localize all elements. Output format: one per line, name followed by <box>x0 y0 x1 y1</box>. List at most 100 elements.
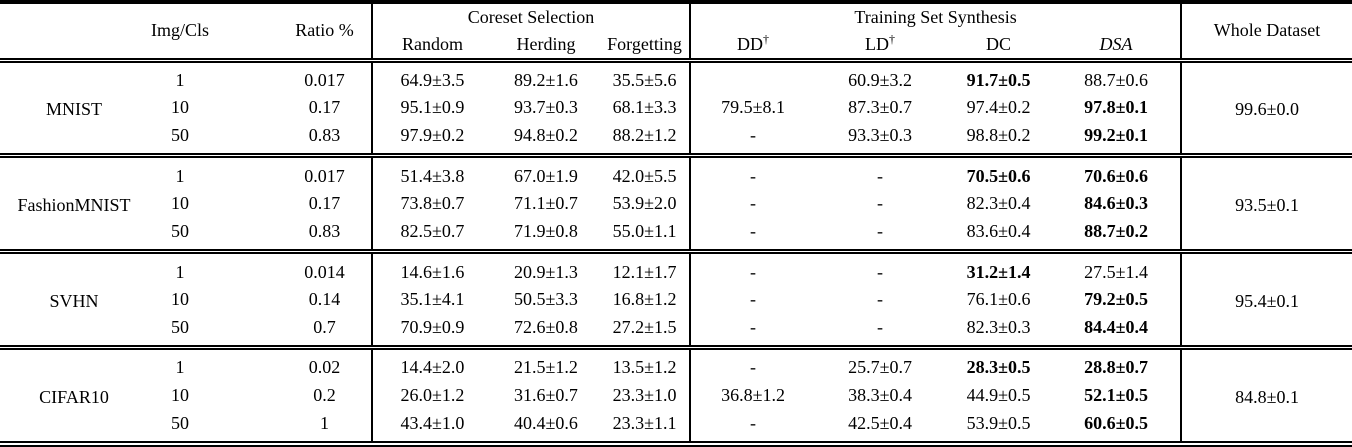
dataset-group: SVHN 1 0.014 14.6±1.6 20.9±1.3 12.1±1.7- -31.2… <box>0 251 1352 348</box>
dc-score: 82.3±0.4 <box>966 193 1031 214</box>
dsa-score: 52.1±0.5 <box>1084 385 1148 406</box>
img-per-class-value: 50 <box>171 125 189 146</box>
dc-score: 76.1±0.6 <box>966 289 1031 310</box>
herding-score: 40.4±0.6 <box>514 412 578 433</box>
dc-score: 53.9±0.5 <box>966 412 1031 433</box>
herding-score: 93.7±0.3 <box>514 97 578 118</box>
ld-score: - <box>877 165 884 186</box>
ratio-percent-value: 0.017 <box>304 69 345 90</box>
dd-score: - <box>689 155 816 191</box>
training-set-synthesis-group-header: Training Set Synthesis <box>689 2 1182 31</box>
ld-score: - <box>877 220 884 241</box>
dc-score: 44.9±0.5 <box>966 385 1031 406</box>
img-per-class-value: 50 <box>171 412 189 433</box>
random-score: 95.1±0.9 <box>371 94 492 122</box>
table-row: MNIST 1 0.017 64.9±3.5 89.2±1.6 35.5±5.6 60.9±… <box>0 60 1352 156</box>
forgetting-column-header: Forgetting <box>607 33 682 54</box>
dsa-score: 27.5±1.4 <box>1084 261 1148 282</box>
forgetting-score: 68.1±3.3 <box>612 97 677 118</box>
dsa-score: 88.7±0.2 <box>1084 220 1148 241</box>
dc-score: 97.4±0.2 <box>966 97 1031 118</box>
random-score: 73.8±0.7 <box>371 190 492 218</box>
herding-score: 20.9±1.3 <box>514 261 578 282</box>
random-score: 97.9±0.2 <box>371 121 492 156</box>
forgetting-score: 42.0±5.5 <box>612 165 677 186</box>
herding-score: 94.8±0.2 <box>514 125 578 146</box>
ratio-percent-value: 0.83 <box>308 220 341 241</box>
herding-column-header: Herding <box>516 33 576 54</box>
dsa-score: 79.2±0.5 <box>1084 289 1148 310</box>
ratio-percent-value: 0.2 <box>313 385 336 406</box>
dd-score: - <box>689 121 816 156</box>
table-row: 50 0.83 97.9±0.2 94.8±0.2 88.2±1.2- 93.3±0.3 9… <box>0 121 1352 156</box>
herding-score: 71.9±0.8 <box>514 220 578 241</box>
dd-score <box>689 60 816 95</box>
table-row: 50 1 43.4±1.0 40.4±0.6 23.3±1.1- 42.5±0.4 53.9… <box>0 409 1352 444</box>
dataset-group: FashionMNIST 1 0.017 51.4±3.8 67.0±1.9 42.0±5… <box>0 155 1352 252</box>
forgetting-score: 23.3±1.0 <box>612 385 677 406</box>
coreset-selection-group-header: Coreset Selection <box>370 2 691 31</box>
ratio-percent-value: 0.017 <box>304 165 345 186</box>
dc-score: 31.2±1.4 <box>966 261 1031 282</box>
whole-dataset-score: 84.8±0.1 <box>1180 347 1352 444</box>
dc-column-header: DC <box>945 31 1052 60</box>
dd-score: - <box>689 409 816 444</box>
random-score: 51.4±3.8 <box>371 155 492 191</box>
forgetting-score: 35.5±5.6 <box>612 69 677 90</box>
ld-score: - <box>877 193 884 214</box>
dd-score: 79.5±8.1 <box>689 94 816 122</box>
forgetting-score: 16.8±1.2 <box>612 289 677 310</box>
random-score: 82.5±0.7 <box>371 217 492 252</box>
ld-label: LD <box>865 33 890 54</box>
dd-score: - <box>689 217 816 252</box>
dagger-icon: † <box>763 31 770 46</box>
dc-score: 83.6±0.4 <box>966 220 1031 241</box>
whole-dataset-score: 99.6±0.0 <box>1180 60 1352 156</box>
dsa-score: 60.6±0.5 <box>1084 412 1148 433</box>
dataset-group: CIFAR10 1 0.02 14.4±2.0 21.5±1.2 13.5±1.2-25.… <box>0 347 1352 444</box>
img-per-class-value: 10 <box>171 97 189 118</box>
random-score: 26.0±1.2 <box>371 381 492 410</box>
img-per-class-value: 1 <box>175 357 185 378</box>
herding-score: 89.2±1.6 <box>514 69 578 90</box>
ld-score: 93.3±0.3 <box>848 125 912 146</box>
ld-score: 25.7±0.7 <box>848 357 912 378</box>
dsa-score: 88.7±0.6 <box>1084 69 1148 90</box>
forgetting-score: 27.2±1.5 <box>612 316 677 337</box>
random-score: 43.4±1.0 <box>371 409 492 444</box>
dataset-group: MNIST 1 0.017 64.9±3.5 89.2±1.6 35.5±5.6 60.9±… <box>0 60 1352 156</box>
img-per-class-header: Img/Cls <box>150 20 209 41</box>
ld-score: - <box>877 289 884 310</box>
ratio-percent-value: 0.02 <box>308 357 341 378</box>
herding-score: 71.1±0.7 <box>514 193 578 214</box>
ld-score: - <box>877 316 884 337</box>
ratio-percent-value: 0.17 <box>308 97 341 118</box>
forgetting-score: 88.2±1.2 <box>612 125 677 146</box>
dsa-score: 99.2±0.1 <box>1084 125 1148 146</box>
header-group-row: Img/Cls Ratio % Coreset Selection Traini… <box>0 2 1352 60</box>
forgetting-score: 55.0±1.1 <box>612 220 677 241</box>
whole-dataset-score: 93.5±0.1 <box>1180 155 1352 252</box>
table-row: 50 0.83 82.5±0.7 71.9±0.8 55.0±1.1- -83.6±0.4… <box>0 217 1352 252</box>
random-score: 64.9±3.5 <box>371 60 492 95</box>
ld-score: 38.3±0.4 <box>848 385 912 406</box>
table-row: 10 0.14 35.1±4.1 50.5±3.3 16.8±1.2- -76.1±0.6… <box>0 285 1352 314</box>
dc-score: 91.7±0.5 <box>966 69 1031 90</box>
dd-score: - <box>689 347 816 382</box>
table-row: CIFAR10 1 0.02 14.4±2.0 21.5±1.2 13.5±1.2-25.… <box>0 347 1352 444</box>
dd-score: - <box>689 313 816 348</box>
dd-column-header: DD† <box>689 31 816 60</box>
ld-score: 87.3±0.7 <box>848 97 912 118</box>
img-per-class-value: 1 <box>175 261 185 282</box>
dataset-name: FashionMNIST <box>17 195 131 216</box>
img-per-class-value: 50 <box>171 316 189 337</box>
random-score: 70.9±0.9 <box>371 313 492 348</box>
forgetting-score: 12.1±1.7 <box>612 261 677 282</box>
forgetting-score: 13.5±1.2 <box>612 357 677 378</box>
ld-score: 42.5±0.4 <box>848 412 912 433</box>
dataset-name: SVHN <box>49 291 99 312</box>
dc-label: DC <box>986 33 1012 54</box>
whole-dataset-header: Whole Dataset <box>1180 2 1352 60</box>
dd-score: - <box>689 285 816 314</box>
